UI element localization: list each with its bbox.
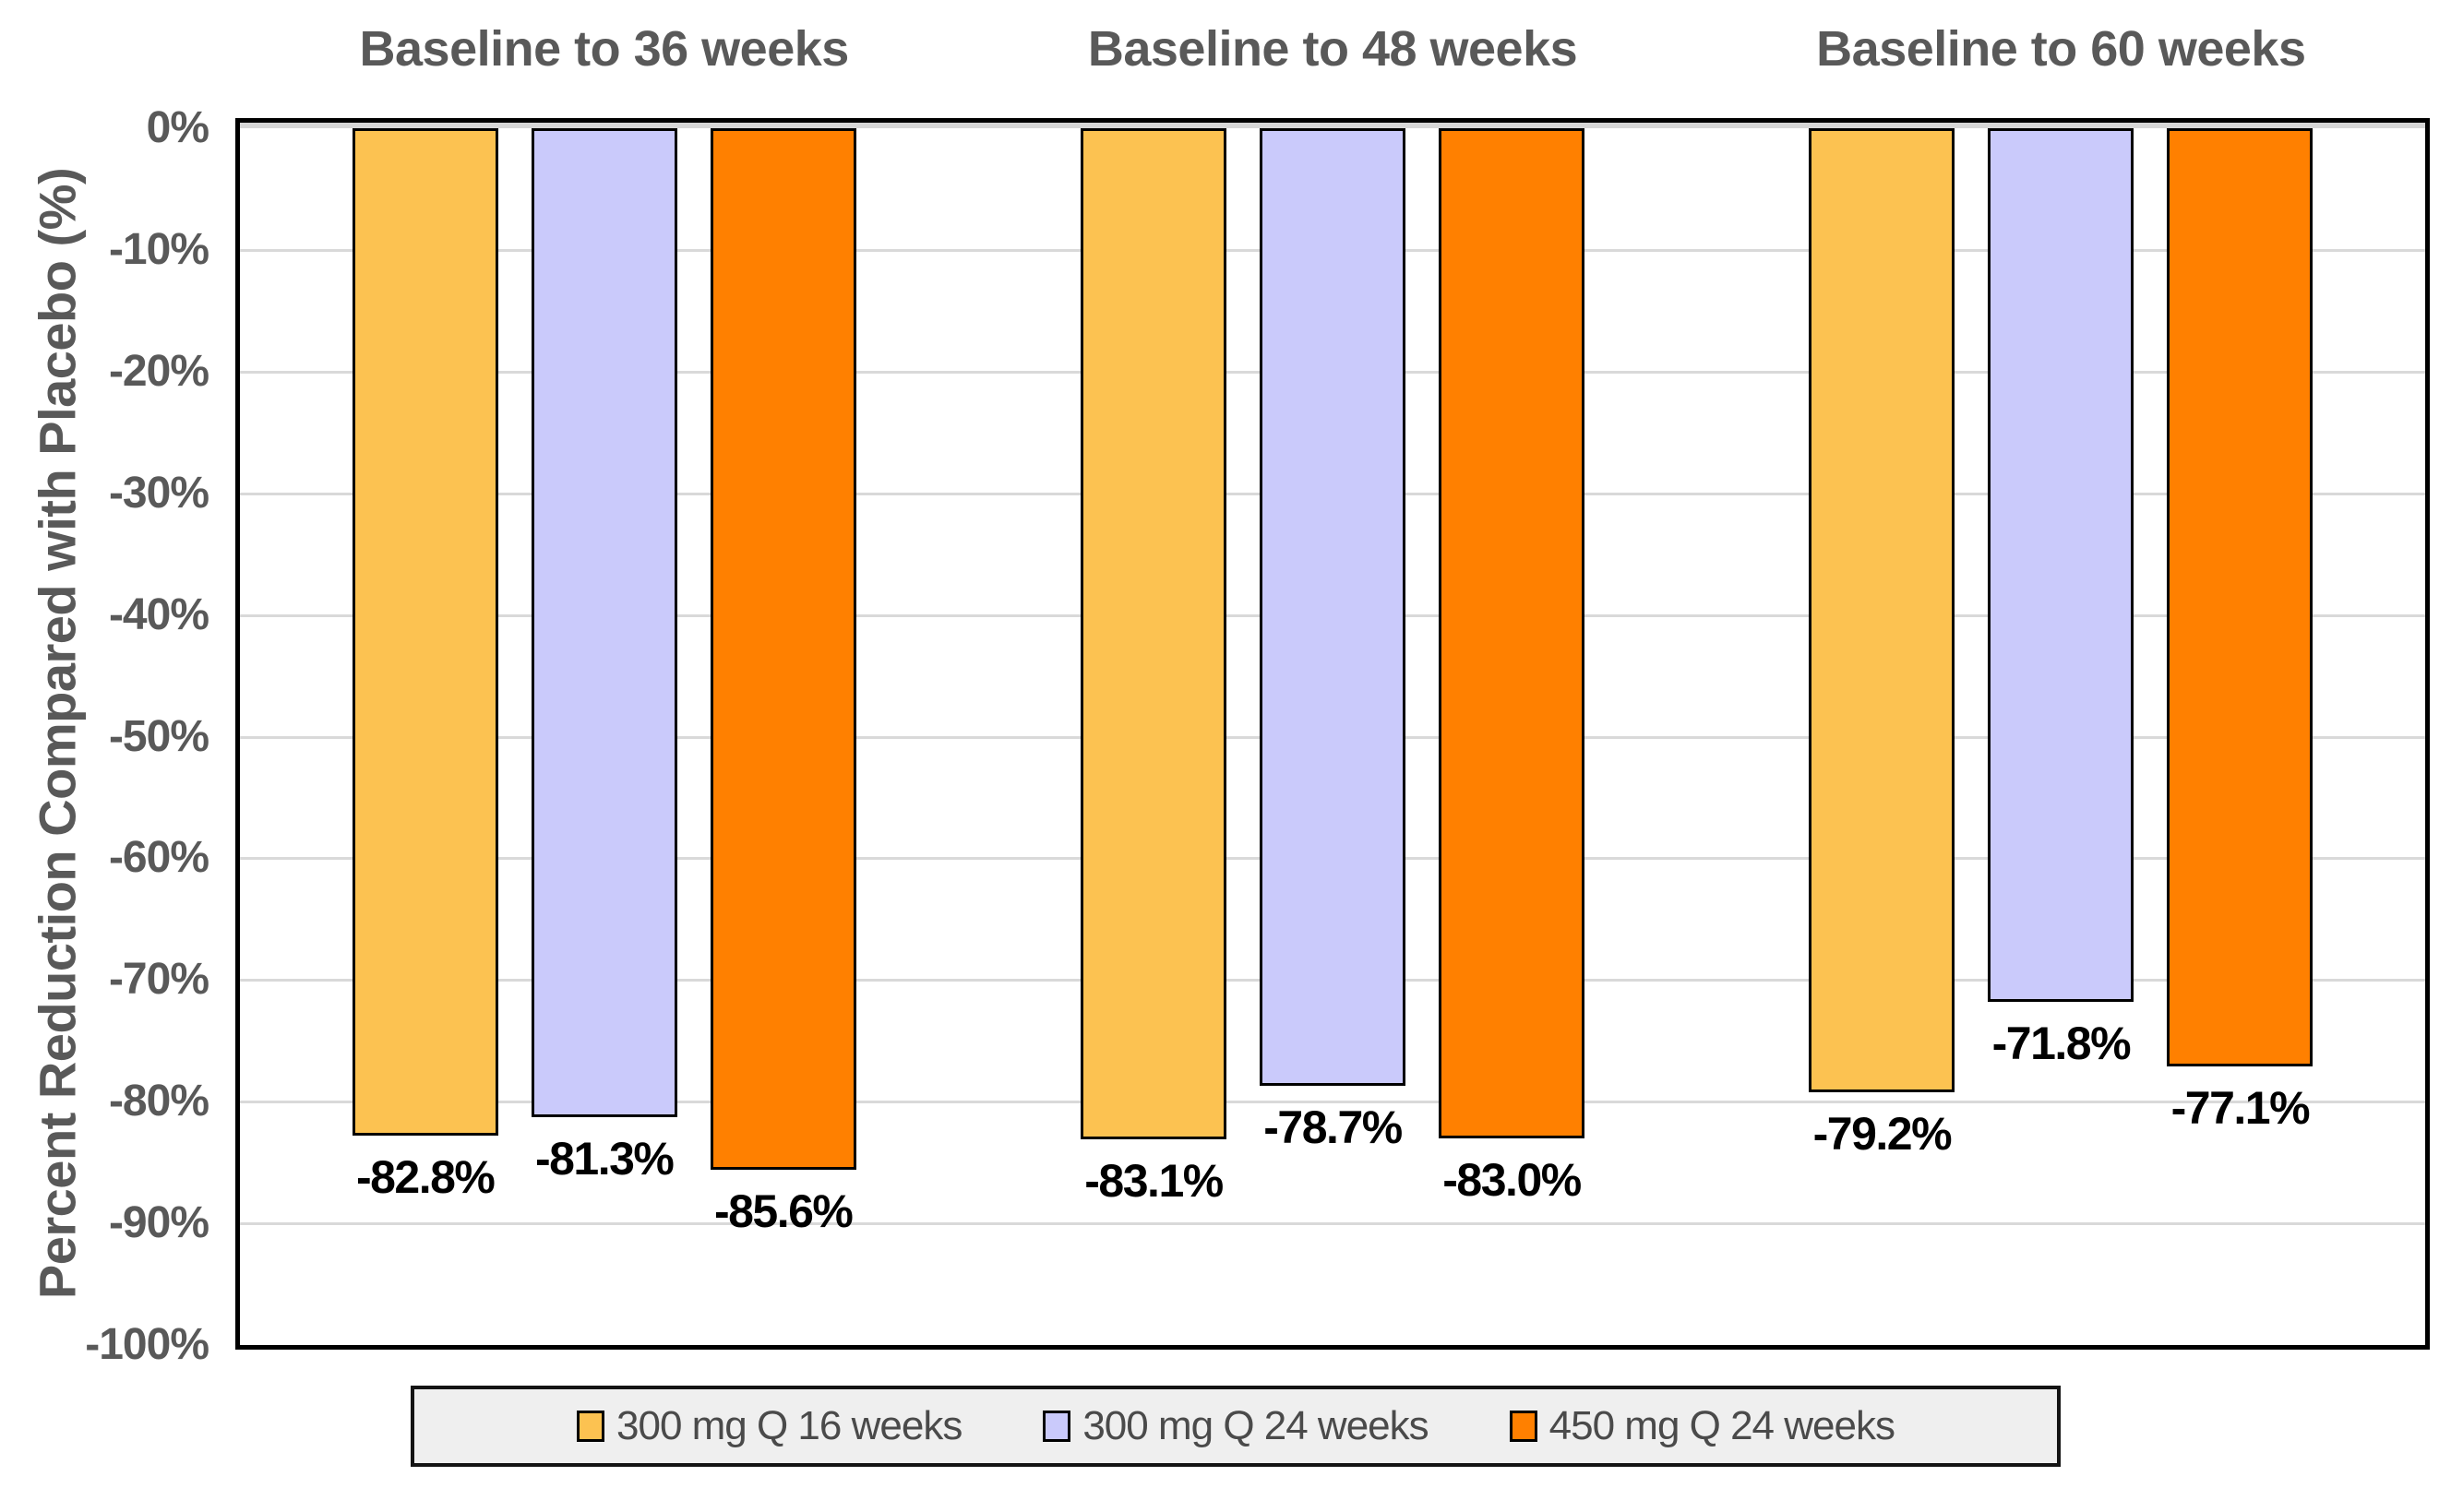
y-tick-label: -10% bbox=[108, 224, 209, 274]
bar-300-mg-Q-24-weeks-group1 bbox=[531, 128, 677, 1118]
bar-300-mg-Q-16-weeks-group3 bbox=[1809, 128, 1955, 1092]
y-tick-label: -30% bbox=[108, 468, 209, 518]
y-tick-label: -60% bbox=[108, 833, 209, 883]
bar-300-mg-Q-16-weeks-group2 bbox=[1081, 128, 1226, 1140]
bar-value-label: -78.7% bbox=[1263, 1101, 1403, 1154]
bar-300-mg-Q-16-weeks-group1 bbox=[352, 128, 498, 1137]
y-tick-label: -100% bbox=[85, 1320, 209, 1369]
bar-450-mg-Q-24-weeks-group3 bbox=[2167, 128, 2314, 1066]
legend-item-2: 300 mg Q 24 weeks bbox=[1043, 1403, 1429, 1449]
legend-label: 450 mg Q 24 weeks bbox=[1548, 1403, 1895, 1448]
gridline bbox=[240, 1222, 2425, 1226]
bar-450-mg-Q-24-weeks-group1 bbox=[710, 128, 856, 1171]
legend-label: 300 mg Q 24 weeks bbox=[1082, 1403, 1429, 1448]
bar-value-label: -77.1% bbox=[2170, 1081, 2311, 1134]
bar-value-label: -83.1% bbox=[1084, 1155, 1224, 1208]
bar-value-label: -83.0% bbox=[1442, 1153, 1582, 1206]
bar-value-label: -81.3% bbox=[534, 1133, 675, 1185]
legend-item-1: 300 mg Q 16 weeks bbox=[577, 1403, 962, 1449]
y-tick-label: -80% bbox=[108, 1077, 209, 1126]
legend-item-3: 450 mg Q 24 weeks bbox=[1509, 1403, 1895, 1449]
y-tick-label: -40% bbox=[108, 589, 209, 639]
y-tick-label: -70% bbox=[108, 955, 209, 1005]
bar-450-mg-Q-24-weeks-group2 bbox=[1439, 128, 1584, 1138]
bar-value-label: -71.8% bbox=[1991, 1018, 2132, 1070]
y-tick-label: -90% bbox=[108, 1198, 209, 1248]
y-tick-label: -20% bbox=[108, 346, 209, 396]
legend-swatch-icon bbox=[1509, 1411, 1537, 1442]
gridline bbox=[240, 1101, 2425, 1104]
group-title-1: Baseline to 36 weeks bbox=[359, 21, 850, 77]
group-title-3: Baseline to 60 weeks bbox=[1816, 21, 2306, 77]
bar-300-mg-Q-24-weeks-group3 bbox=[1988, 128, 2134, 1003]
y-tick-label: -50% bbox=[108, 711, 209, 761]
zero-baseline bbox=[240, 123, 2425, 128]
y-tick-label: 0% bbox=[146, 103, 209, 152]
bar-300-mg-Q-24-weeks-group2 bbox=[1260, 128, 1405, 1087]
legend: 300 mg Q 16 weeks 300 mg Q 24 weeks 450 mg… bbox=[411, 1386, 2061, 1467]
plot-area: -82.8% -83.1% -79.2% -81.3% -78.7% -71.8% -85.… bbox=[240, 123, 2425, 1345]
legend-swatch-icon bbox=[577, 1411, 604, 1442]
group-title-2: Baseline to 48 weeks bbox=[1087, 21, 1578, 77]
legend-swatch-icon bbox=[1043, 1411, 1071, 1442]
legend-label: 300 mg Q 16 weeks bbox=[616, 1403, 962, 1448]
bar-value-label: -82.8% bbox=[355, 1151, 496, 1204]
bar-value-label: -79.2% bbox=[1812, 1107, 1953, 1160]
bar-value-label: -85.6% bbox=[713, 1185, 854, 1238]
